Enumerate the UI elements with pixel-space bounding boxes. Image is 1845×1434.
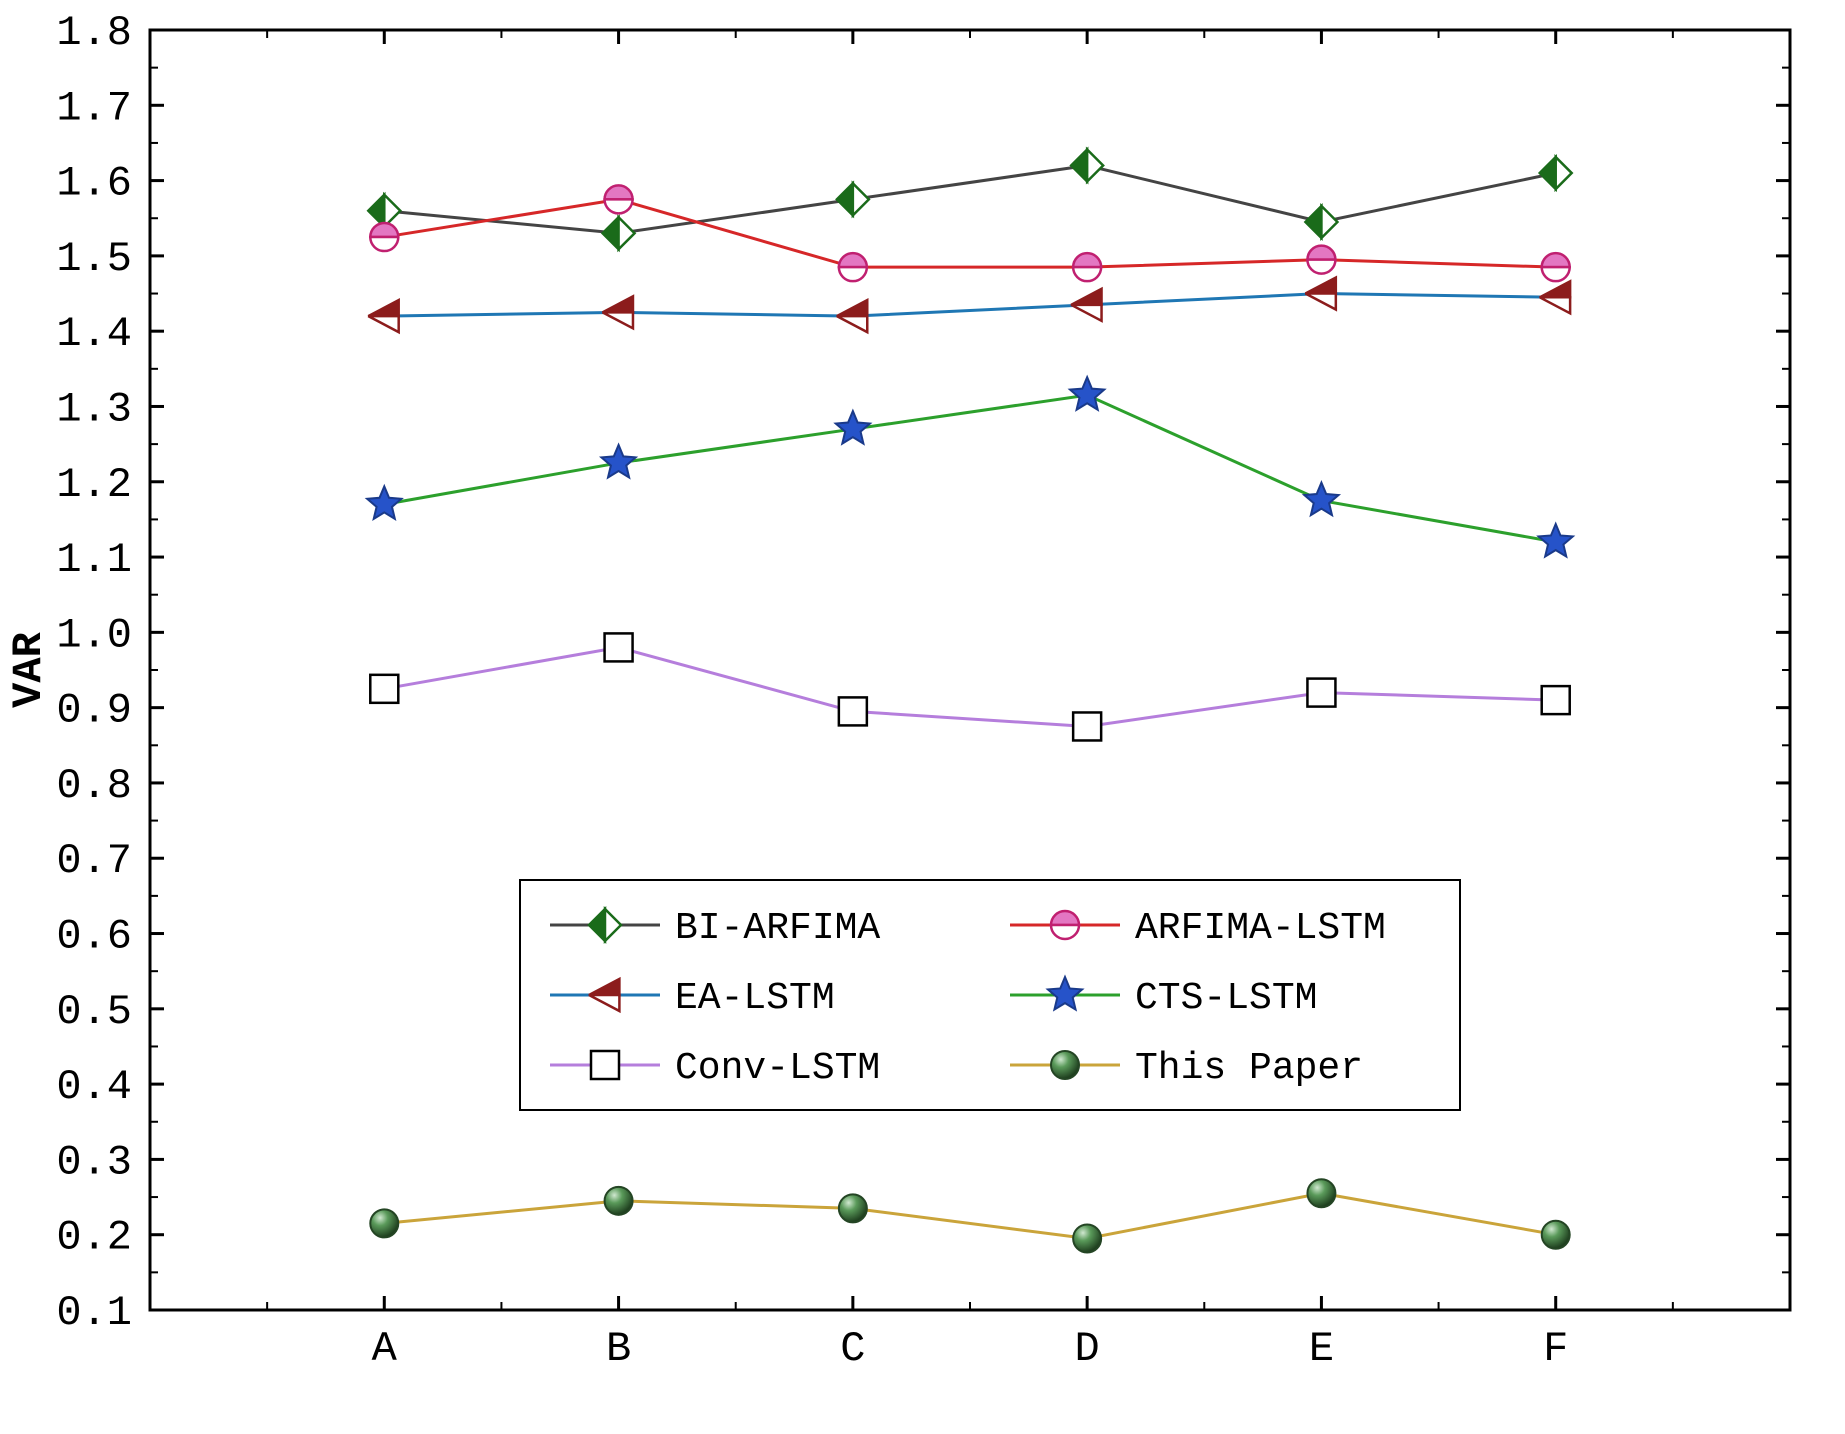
y-tick-label: 1.6 — [56, 160, 132, 208]
y-tick-label: 0.1 — [56, 1289, 132, 1337]
y-tick-label: 1.5 — [56, 235, 132, 283]
y-tick-label: 1.8 — [56, 9, 132, 57]
x-tick-label: F — [1543, 1325, 1568, 1373]
x-tick-label: C — [840, 1325, 865, 1373]
legend-label: EA-LSTM — [675, 977, 835, 1020]
y-tick-label: 0.2 — [56, 1214, 132, 1262]
y-tick-label: 0.4 — [56, 1063, 132, 1111]
legend-label: Conv-LSTM — [675, 1047, 880, 1090]
var-line-chart: 0.1 0.2 0.3 0.4 0.5 0.6 0.7 0.8 0.9 1.0 1.1 1.2 1.3 1… — [0, 0, 1845, 1434]
legend: BI-ARFIMA ARFIMA-LSTM EA-LSTM CTS-LSTM Conv-… — [520, 880, 1460, 1110]
y-tick-label: 1.1 — [56, 536, 132, 584]
y-tick-label: 0.3 — [56, 1138, 132, 1186]
y-tick-label: 1.4 — [56, 310, 132, 358]
y-tick-label: 1.3 — [56, 385, 132, 433]
y-tick-label: 1.7 — [56, 84, 132, 132]
y-tick-label: 1.0 — [56, 611, 132, 659]
y-tick-label: 0.7 — [56, 837, 132, 885]
y-tick-label: 0.8 — [56, 762, 132, 810]
legend-label: CTS-LSTM — [1135, 977, 1317, 1020]
legend-label: BI-ARFIMA — [675, 907, 880, 950]
x-tick-label: E — [1309, 1325, 1334, 1373]
y-tick-label: 1.2 — [56, 461, 132, 509]
x-tick-label: A — [372, 1325, 398, 1373]
y-axis-label: VAR — [5, 631, 53, 707]
y-tick-label: 0.6 — [56, 913, 132, 961]
x-tick-label: D — [1075, 1325, 1100, 1373]
y-tick-label: 0.9 — [56, 687, 132, 735]
y-tick-label: 0.5 — [56, 988, 132, 1036]
legend-label: This Paper — [1135, 1047, 1363, 1090]
x-tick-label: B — [606, 1325, 631, 1373]
chart-svg: 0.1 0.2 0.3 0.4 0.5 0.6 0.7 0.8 0.9 1.0 1.1 1.2 1.3 1… — [0, 0, 1845, 1434]
legend-label: ARFIMA-LSTM — [1135, 907, 1386, 950]
